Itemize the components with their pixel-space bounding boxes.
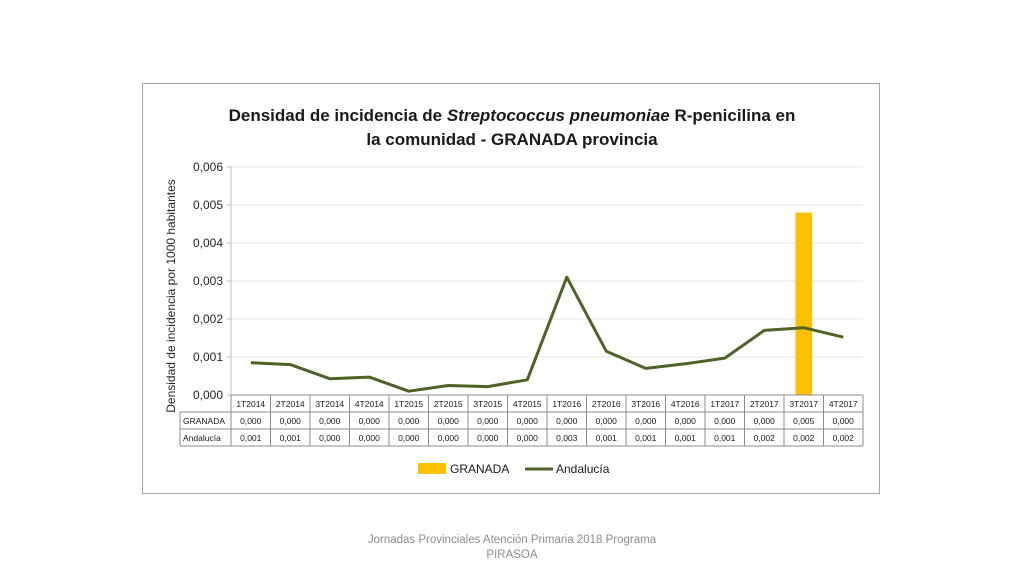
category-label: 1T2016 [552, 399, 581, 409]
category-label: 2T2015 [434, 399, 463, 409]
category-label: 2T2017 [750, 399, 779, 409]
category-label: 4T2014 [355, 399, 384, 409]
legend-andalucia-label: Andalucía [556, 462, 610, 476]
table-value: 0,000 [596, 416, 618, 426]
category-label: 3T2015 [473, 399, 502, 409]
category-label: 1T2014 [236, 399, 265, 409]
chart: Densidad de incidencia de Streptococcus … [164, 106, 864, 476]
granada-bar [795, 212, 813, 395]
table-value: 0,000 [754, 416, 776, 426]
table-value: 0,000 [477, 416, 499, 426]
table-value: 0,000 [833, 416, 855, 426]
table-value: 0,000 [714, 416, 736, 426]
table-value: 0,002 [754, 433, 776, 443]
table-value: 0,000 [319, 416, 341, 426]
title-segment: la comunidad - GRANADA provincia [366, 130, 658, 149]
data-table: 1T2014 2T2014 3T2014 4T2014 1T2015 2T2015 3T20… [179, 394, 864, 447]
table-value: 0,000 [675, 416, 697, 426]
chart-frame: Densidad de incidencia de Streptococcus … [142, 83, 880, 494]
y-axis-ticks: 0,000 0,001 0,002 0,003 0,004 0,005 0,006 [193, 160, 223, 402]
category-label: 3T2016 [631, 399, 660, 409]
title-segment: Streptococcus pneumoniae [447, 106, 670, 125]
category-label: 4T2016 [671, 399, 700, 409]
table-value: 0,000 [398, 433, 420, 443]
y-axis-label: Densidad de incidencia por 1000 habitant… [164, 179, 178, 413]
table-value: 0,000 [438, 416, 460, 426]
table-series-name: Andalucía [183, 433, 221, 443]
table-value: 0,000 [319, 433, 341, 443]
y-tick-label: 0,003 [193, 274, 223, 288]
table-value: 0,001 [240, 433, 262, 443]
footer-line-2: PIRASOA [486, 549, 538, 561]
table-value: 0,001 [714, 433, 736, 443]
table-value: 0,000 [517, 416, 539, 426]
title-segment: Densidad de incidencia de [229, 106, 447, 125]
y-tick-label: 0,006 [193, 160, 223, 174]
y-tick-label: 0,002 [193, 312, 223, 326]
slide-footer: Jornadas Provinciales Atención Primaria … [340, 533, 684, 563]
table-value: 0,002 [793, 433, 815, 443]
table-value: 0,001 [635, 433, 657, 443]
category-label: 2T2014 [276, 399, 305, 409]
table-value: 0,000 [280, 416, 302, 426]
legend-granada-swatch [418, 463, 446, 474]
table-value: 0,001 [675, 433, 697, 443]
table-value: 0,000 [477, 433, 499, 443]
y-tick-label: 0,004 [193, 236, 223, 250]
legend: GRANADA Andalucía [418, 462, 610, 476]
y-tick-label: 0,000 [193, 388, 223, 402]
footer-line-1: Jornadas Provinciales Atención Primaria … [367, 534, 657, 546]
category-label: 2T2016 [592, 399, 621, 409]
category-label: 4T2017 [829, 399, 858, 409]
table-value: 0,000 [635, 416, 657, 426]
table-value: 0,005 [793, 416, 815, 426]
andalucia-line [250, 275, 844, 393]
table-value: 0,003 [556, 433, 578, 443]
table-value: 0,000 [398, 416, 420, 426]
table-value: 0,000 [359, 416, 381, 426]
category-label: 4T2015 [513, 399, 542, 409]
legend-granada-label: GRANADA [450, 462, 509, 476]
table-value: 0,001 [596, 433, 618, 443]
table-value: 0,000 [438, 433, 460, 443]
category-label: 1T2015 [394, 399, 423, 409]
table-series-name: GRANADA [183, 416, 225, 426]
table-value: 0,000 [517, 433, 539, 443]
table-value: 0,000 [240, 416, 262, 426]
category-label: 3T2017 [789, 399, 818, 409]
andalucia-series-line [250, 275, 844, 393]
table-value: 0,001 [280, 433, 302, 443]
table-value: 0,000 [556, 416, 578, 426]
table-value: 0,002 [833, 433, 855, 443]
category-label: 3T2014 [315, 399, 344, 409]
gridlines [227, 166, 863, 396]
table-value: 0,000 [359, 433, 381, 443]
title-segment: R-penicilina en [670, 106, 796, 125]
granada-bars [795, 212, 813, 395]
chart-title-line-1: Densidad de incidencia de Streptococcus … [229, 106, 796, 125]
y-tick-label: 0,001 [193, 350, 223, 364]
category-label: 1T2017 [710, 399, 739, 409]
y-tick-label: 0,005 [193, 198, 223, 212]
chart-title-line-2: la comunidad - GRANADA provincia [366, 130, 658, 149]
